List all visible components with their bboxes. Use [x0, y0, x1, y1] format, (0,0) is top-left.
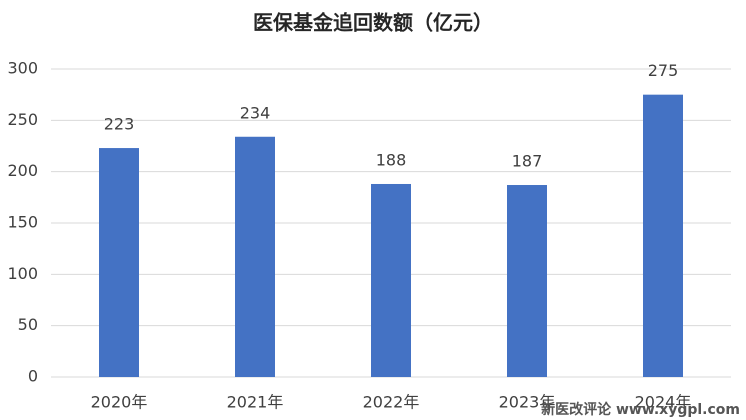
- x-tick-label: 2022年: [363, 393, 420, 412]
- data-label: 275: [648, 61, 679, 80]
- data-label: 188: [376, 150, 407, 169]
- data-label: 187: [512, 152, 543, 171]
- x-tick-label: 2024年: [635, 393, 692, 412]
- x-tick-label: 2020年: [91, 393, 148, 412]
- bar: [643, 94, 683, 378]
- y-tick-label: 200: [7, 161, 38, 180]
- y-tick-label: 250: [7, 110, 38, 129]
- x-tick-label: 2023年: [499, 393, 556, 412]
- x-tick-label: 2021年: [227, 393, 284, 412]
- bar: [507, 185, 547, 377]
- bar: [371, 183, 411, 377]
- y-tick-label: 150: [7, 213, 38, 232]
- data-label: 234: [240, 103, 271, 122]
- bar: [99, 148, 139, 377]
- data-label: 223: [104, 115, 135, 134]
- bar: [235, 136, 275, 377]
- watermark: 新医改评论 www.xygpl.com: [541, 401, 740, 418]
- y-tick-label: 100: [7, 264, 38, 283]
- y-tick-label: 300: [7, 59, 38, 78]
- chart-title: 医保基金追回数额（亿元）: [253, 11, 493, 35]
- y-tick-label: 50: [18, 315, 38, 334]
- y-tick-label: 0: [28, 367, 38, 386]
